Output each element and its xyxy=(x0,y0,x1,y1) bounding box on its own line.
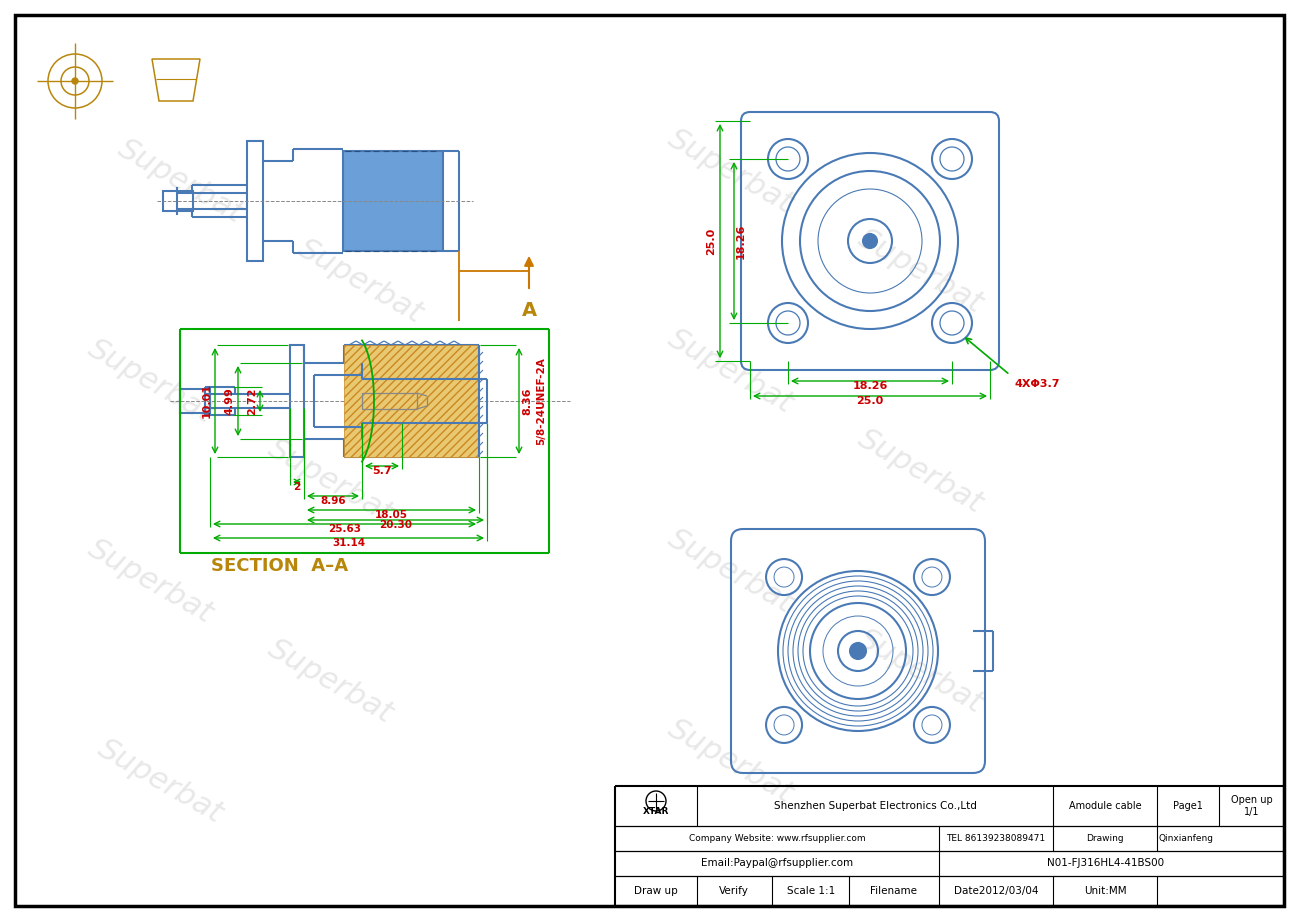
Text: Verify: Verify xyxy=(720,886,750,896)
Bar xyxy=(343,151,443,251)
Text: 2.72: 2.72 xyxy=(247,387,257,414)
Bar xyxy=(181,389,210,413)
Text: 25.63: 25.63 xyxy=(329,524,361,534)
Text: 10.01: 10.01 xyxy=(203,383,212,418)
Text: Superbat: Superbat xyxy=(92,733,227,828)
Text: Drawing: Drawing xyxy=(1086,834,1124,843)
Text: 25.0: 25.0 xyxy=(856,396,883,406)
Text: A: A xyxy=(521,301,536,321)
Text: Superbat: Superbat xyxy=(852,624,987,718)
Text: Open up
1/1: Open up 1/1 xyxy=(1231,795,1273,817)
Text: Superbat: Superbat xyxy=(262,634,397,729)
Text: Scale 1:1: Scale 1:1 xyxy=(787,886,835,896)
Text: 18.05: 18.05 xyxy=(375,510,408,520)
Text: Draw up: Draw up xyxy=(634,886,678,896)
Text: N01-FJ316HL4-41BS00: N01-FJ316HL4-41BS00 xyxy=(1047,858,1165,869)
Text: Superbat: Superbat xyxy=(662,323,798,418)
Text: 5/8-24UNEF-2A: 5/8-24UNEF-2A xyxy=(536,357,546,445)
Text: XTAR: XTAR xyxy=(643,808,669,817)
Text: 5.7: 5.7 xyxy=(373,466,392,476)
Bar xyxy=(362,393,417,409)
Circle shape xyxy=(863,234,877,248)
Text: Superbat: Superbat xyxy=(262,434,397,529)
Circle shape xyxy=(71,78,78,84)
Text: Email:Paypal@rfsupplier.com: Email:Paypal@rfsupplier.com xyxy=(701,858,853,869)
Text: 4XΦ3.7: 4XΦ3.7 xyxy=(1015,379,1060,389)
Text: Qinxianfeng: Qinxianfeng xyxy=(1159,834,1213,843)
Text: Amodule cable: Amodule cable xyxy=(1069,801,1142,811)
Text: Superbat: Superbat xyxy=(662,123,798,218)
Text: Date2012/03/04: Date2012/03/04 xyxy=(953,886,1038,896)
Text: Superbat: Superbat xyxy=(662,523,798,618)
Text: 8.36: 8.36 xyxy=(522,387,533,414)
Circle shape xyxy=(850,643,866,659)
Text: Superbat: Superbat xyxy=(112,134,248,228)
Text: Company Website: www.rfsupplier.com: Company Website: www.rfsupplier.com xyxy=(688,834,865,843)
Bar xyxy=(290,345,304,457)
Text: 4.99: 4.99 xyxy=(225,387,235,415)
Text: Superbat: Superbat xyxy=(662,714,798,809)
Text: 18.26: 18.26 xyxy=(852,381,887,391)
Bar xyxy=(344,345,479,457)
Text: Page1: Page1 xyxy=(1173,801,1203,811)
Text: TEL 86139238089471: TEL 86139238089471 xyxy=(947,834,1046,843)
Bar xyxy=(247,141,262,261)
Text: 20.30: 20.30 xyxy=(379,520,412,530)
Text: 25.0: 25.0 xyxy=(705,227,716,254)
Text: Superbat: Superbat xyxy=(292,234,427,329)
Text: Filename: Filename xyxy=(870,886,917,896)
Text: Superbat: Superbat xyxy=(82,333,218,428)
Text: Shenzhen Superbat Electronics Co.,Ltd: Shenzhen Superbat Electronics Co.,Ltd xyxy=(774,801,977,811)
Text: SECTION  A–A: SECTION A–A xyxy=(212,557,348,575)
Text: Superbat: Superbat xyxy=(852,224,987,319)
Text: 31.14: 31.14 xyxy=(333,538,365,548)
Text: Superbat: Superbat xyxy=(852,424,987,519)
Text: 8.96: 8.96 xyxy=(320,496,346,506)
Text: 2: 2 xyxy=(294,482,300,492)
Bar xyxy=(162,191,194,211)
Text: Unit:MM: Unit:MM xyxy=(1083,886,1126,896)
Text: 18.26: 18.26 xyxy=(737,223,746,259)
Text: Superbat: Superbat xyxy=(82,533,218,628)
